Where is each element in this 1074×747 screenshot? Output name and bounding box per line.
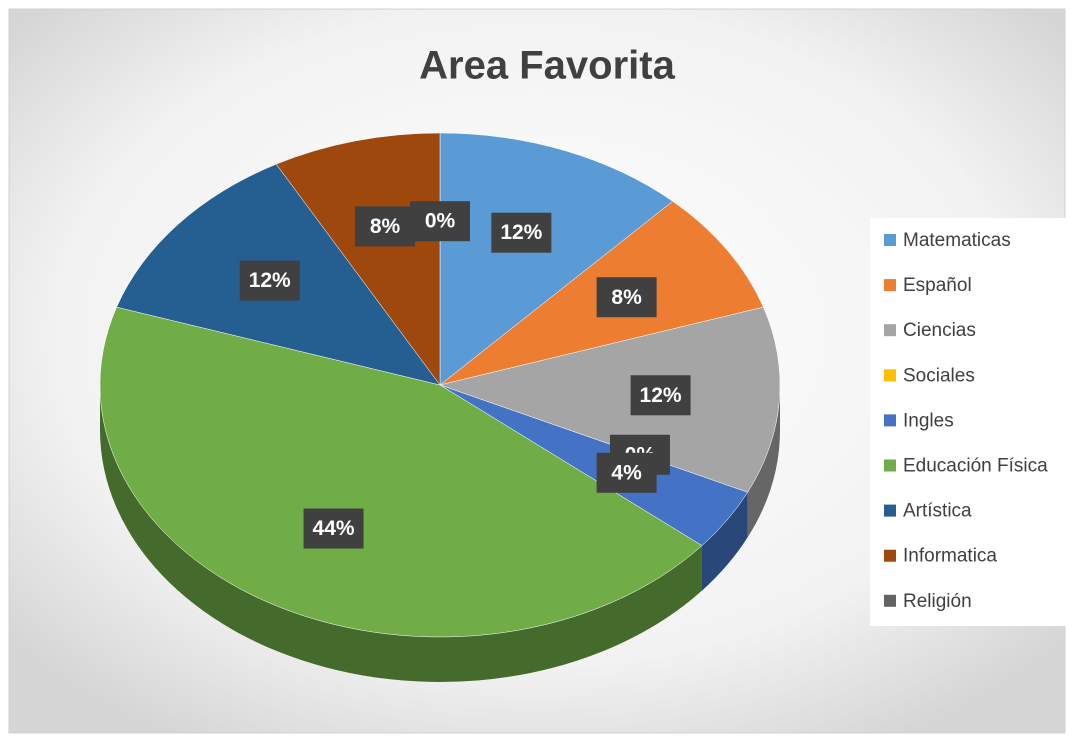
- legend-swatch: [884, 459, 896, 472]
- legend-label: Informatica: [903, 546, 997, 567]
- slice-side: [747, 385, 780, 538]
- data-label: 4%: [611, 461, 642, 484]
- slice: [439, 306, 781, 493]
- data-label: 12%: [500, 221, 542, 244]
- data-label: 44%: [313, 517, 355, 540]
- legend-label: Religión: [903, 591, 972, 612]
- legend-box: [870, 218, 1066, 626]
- data-label-box: [630, 375, 691, 416]
- legend-label: Artística: [903, 501, 972, 522]
- data-label-box: [303, 508, 364, 549]
- legend-swatch: [884, 549, 896, 562]
- legend-label: Español: [903, 275, 972, 296]
- legend-label: Sociales: [903, 365, 975, 386]
- legend-swatch: [884, 324, 896, 337]
- slice: [99, 306, 703, 638]
- slice: [439, 132, 674, 386]
- slice-side: [100, 385, 702, 683]
- legend-swatch: [884, 234, 896, 246]
- slice: [275, 132, 441, 386]
- legend-label: Educación Física: [903, 456, 1048, 477]
- legend-swatch: [884, 504, 896, 517]
- data-label: 12%: [640, 384, 682, 407]
- data-label: 8%: [611, 286, 642, 309]
- data-label-box: [596, 277, 657, 318]
- chart-title: Area Favorita: [419, 44, 675, 88]
- legend-label: Matematicas: [903, 230, 1011, 251]
- data-label: 0%: [425, 210, 456, 233]
- data-label-box: [596, 452, 657, 493]
- data-label-box: [355, 206, 416, 247]
- legend-label: Ciencias: [903, 320, 976, 341]
- legend-label: Ingles: [903, 410, 954, 431]
- data-label-box: [491, 212, 552, 253]
- data-label: 8%: [370, 215, 401, 238]
- legend-swatch: [884, 594, 896, 607]
- data-label-box: [239, 260, 300, 301]
- legend-swatch: [884, 369, 896, 382]
- data-label: 12%: [249, 269, 291, 292]
- slice-side: [701, 492, 748, 591]
- legend-swatch: [884, 414, 896, 427]
- data-label-box: [410, 201, 470, 242]
- legend-swatch: [884, 279, 896, 292]
